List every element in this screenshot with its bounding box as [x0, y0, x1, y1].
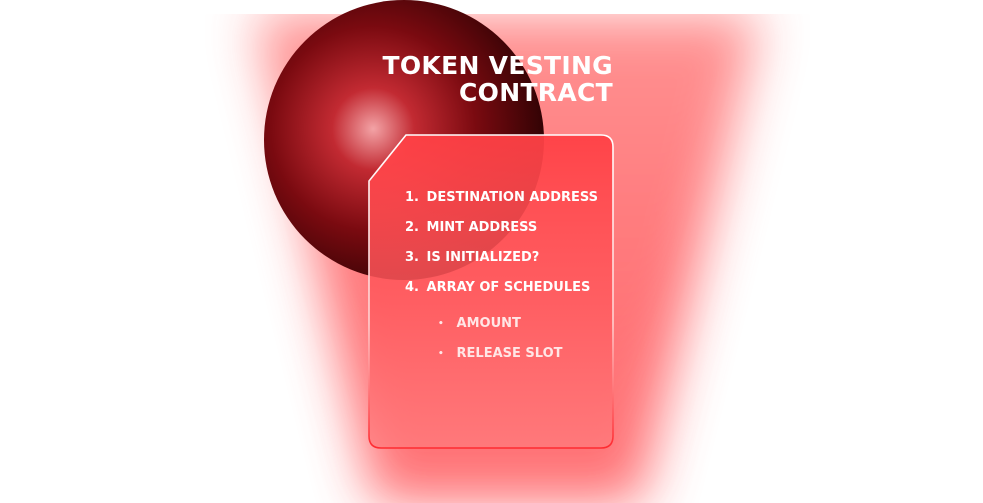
sub-item-label: AMOUNT — [456, 316, 521, 331]
schedule-field-list: • AMOUNT • RELEASE SLOT — [438, 316, 563, 376]
bullet-icon: • — [438, 319, 444, 329]
item-label: MINT ADDRESS — [426, 220, 538, 235]
item-number: 2. — [405, 220, 419, 235]
card-shape — [368, 134, 614, 449]
item-number: 3. — [405, 250, 419, 265]
list-item: 1. DESTINATION ADDRESS — [405, 190, 598, 220]
title-line-2: CONTRACT — [459, 78, 613, 107]
item-label: DESTINATION ADDRESS — [426, 190, 599, 205]
diagram-title: TOKEN VESTING CONTRACT — [382, 52, 613, 106]
item-number: 1. — [405, 190, 419, 205]
sub-item-label: RELEASE SLOT — [456, 346, 563, 361]
contract-field-list: 1. DESTINATION ADDRESS 2. MINT ADDRESS 3… — [405, 190, 598, 310]
sub-list-item: • AMOUNT — [438, 316, 563, 346]
sub-list-item: • RELEASE SLOT — [438, 346, 563, 376]
contract-fields-card: 1. DESTINATION ADDRESS 2. MINT ADDRESS 3… — [368, 134, 614, 449]
item-label: IS INITIALIZED? — [426, 250, 540, 265]
list-item: 4. ARRAY OF SCHEDULES — [405, 280, 598, 310]
item-label: ARRAY OF SCHEDULES — [426, 280, 591, 295]
list-item: 2. MINT ADDRESS — [405, 220, 598, 250]
title-line-1: TOKEN VESTING — [382, 51, 613, 80]
list-item: 3. IS INITIALIZED? — [405, 250, 598, 280]
item-number: 4. — [405, 280, 419, 295]
bullet-icon: • — [438, 349, 444, 359]
